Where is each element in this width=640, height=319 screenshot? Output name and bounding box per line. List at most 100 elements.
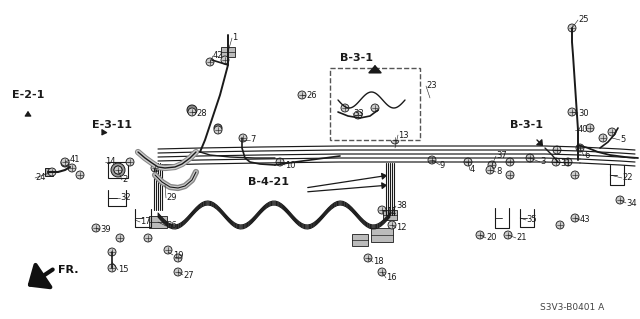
Circle shape — [144, 234, 152, 242]
Circle shape — [371, 104, 379, 112]
Circle shape — [576, 144, 584, 152]
Text: 37: 37 — [496, 152, 507, 160]
Circle shape — [391, 136, 399, 144]
Text: 39: 39 — [100, 226, 111, 234]
Circle shape — [354, 111, 362, 119]
Circle shape — [48, 168, 56, 176]
Circle shape — [571, 171, 579, 179]
Circle shape — [616, 196, 624, 204]
Text: 19: 19 — [173, 250, 184, 259]
Circle shape — [586, 124, 594, 132]
Circle shape — [221, 56, 229, 64]
Circle shape — [174, 254, 182, 262]
Text: 27: 27 — [183, 271, 194, 279]
Text: 32: 32 — [120, 194, 131, 203]
Circle shape — [298, 91, 306, 99]
Circle shape — [428, 156, 436, 164]
Text: 5: 5 — [620, 136, 625, 145]
Circle shape — [214, 126, 222, 134]
Circle shape — [556, 221, 564, 229]
Text: B-3-1: B-3-1 — [340, 53, 373, 63]
Text: 22: 22 — [622, 174, 632, 182]
Circle shape — [464, 158, 472, 166]
Circle shape — [61, 158, 69, 166]
Bar — [352, 234, 368, 246]
Circle shape — [552, 158, 560, 166]
Circle shape — [76, 171, 84, 179]
Text: 13: 13 — [398, 130, 408, 139]
Text: 21: 21 — [516, 234, 527, 242]
Circle shape — [206, 58, 214, 66]
Text: 1: 1 — [232, 33, 237, 42]
Circle shape — [111, 163, 125, 177]
Circle shape — [188, 108, 196, 116]
Circle shape — [276, 158, 284, 166]
Text: 35: 35 — [526, 216, 536, 225]
Circle shape — [214, 124, 222, 132]
Text: 14: 14 — [105, 158, 115, 167]
Circle shape — [526, 154, 534, 162]
Text: 17: 17 — [140, 218, 150, 226]
Text: 43: 43 — [580, 216, 591, 225]
Text: 12: 12 — [396, 224, 406, 233]
Text: 15: 15 — [118, 265, 129, 275]
Circle shape — [506, 171, 514, 179]
Circle shape — [341, 104, 349, 112]
Circle shape — [164, 246, 172, 254]
Circle shape — [476, 231, 484, 239]
Circle shape — [68, 164, 76, 172]
Text: 4: 4 — [470, 166, 476, 174]
Circle shape — [364, 254, 372, 262]
Text: B-4-21: B-4-21 — [248, 177, 289, 187]
Text: 8: 8 — [496, 167, 501, 176]
Text: 20: 20 — [486, 234, 497, 242]
Circle shape — [126, 158, 134, 166]
Text: 40: 40 — [578, 125, 589, 135]
Circle shape — [553, 146, 561, 154]
Bar — [383, 210, 397, 220]
Circle shape — [568, 108, 576, 116]
Text: 31: 31 — [560, 159, 571, 167]
Bar — [330, 68, 420, 140]
Text: 25: 25 — [578, 16, 589, 25]
Text: 9: 9 — [440, 160, 445, 169]
Text: E-3-11: E-3-11 — [92, 120, 132, 130]
Bar — [149, 216, 167, 228]
Circle shape — [92, 224, 100, 232]
Text: 28: 28 — [196, 108, 207, 117]
Circle shape — [488, 161, 496, 169]
Text: 38: 38 — [396, 202, 407, 211]
Text: 11: 11 — [386, 207, 397, 217]
Text: 33: 33 — [353, 108, 364, 117]
Circle shape — [486, 166, 494, 174]
Text: 36: 36 — [166, 221, 177, 231]
Circle shape — [506, 158, 514, 166]
Circle shape — [174, 268, 182, 276]
Circle shape — [378, 268, 386, 276]
Text: 6: 6 — [584, 152, 589, 160]
Circle shape — [378, 206, 386, 214]
Circle shape — [108, 248, 116, 256]
Text: 23: 23 — [426, 81, 436, 91]
Text: B-3-1: B-3-1 — [510, 120, 543, 130]
Text: E-2-1: E-2-1 — [12, 90, 44, 100]
Circle shape — [114, 166, 122, 174]
Text: 34: 34 — [626, 198, 637, 207]
Text: 41: 41 — [70, 155, 81, 165]
Circle shape — [568, 24, 576, 32]
Circle shape — [114, 166, 122, 174]
Text: 29: 29 — [166, 194, 177, 203]
Text: 30: 30 — [578, 108, 589, 117]
Text: 26: 26 — [306, 92, 317, 100]
Text: S3V3-B0401 A: S3V3-B0401 A — [540, 303, 604, 313]
Text: 2: 2 — [122, 175, 127, 184]
Text: 18: 18 — [373, 257, 383, 266]
Circle shape — [599, 134, 607, 142]
Bar — [221, 47, 235, 57]
Text: 16: 16 — [386, 273, 397, 283]
Circle shape — [564, 158, 572, 166]
Text: 42: 42 — [213, 51, 223, 61]
Circle shape — [571, 214, 579, 222]
Circle shape — [108, 264, 116, 272]
Circle shape — [388, 221, 396, 229]
